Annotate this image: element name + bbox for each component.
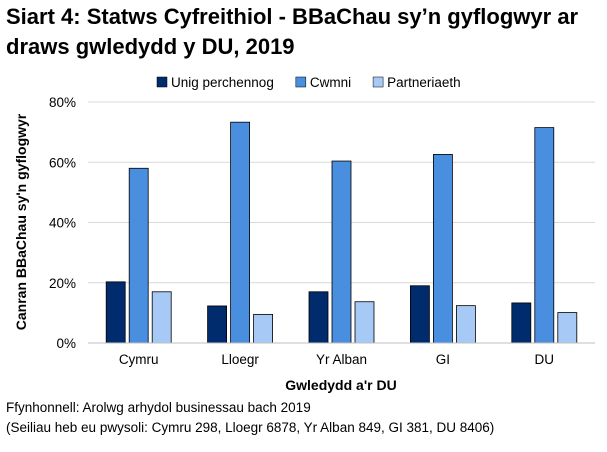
source-line-2: (Seiliau heb eu pwysoli: Cymru 298, Lloe… (6, 420, 495, 435)
legend-label-partneriaeth: Partneriaeth (387, 75, 461, 90)
bar-cwmni-du (534, 127, 555, 344)
x-tick-label: Yr Alban (316, 352, 367, 367)
y-tick-label: 80% (49, 95, 76, 110)
bar-cwmni-lloegr (230, 121, 251, 344)
y-axis-label: Canran BBaChau sy'n gyflogwyr (13, 113, 29, 330)
source-line-1: Ffynhonnell: Arolwg arhydol businessau b… (6, 400, 311, 415)
bars (105, 121, 578, 344)
y-tick-label: 0% (56, 336, 76, 351)
bar-partneriaeth-cymru (151, 291, 172, 344)
x-tick-label: GI (436, 352, 450, 367)
bar-unig-perchennog-du (511, 302, 532, 344)
bar-cwmni-gi (432, 154, 453, 344)
bar-partneriaeth-du (557, 312, 578, 344)
bar-cwmni-cymru (128, 167, 149, 344)
x-axis-label: Gwledydd a'r DU (285, 377, 396, 393)
bar-unig-perchennog-lloegr (207, 305, 228, 344)
y-tick-label: 60% (49, 155, 76, 170)
legend-label-cwmni: Cwmni (310, 75, 351, 90)
bar-unig-perchennog-gi (409, 285, 430, 344)
legend-swatch-partneriaeth (372, 76, 384, 88)
bar-partneriaeth-gi (455, 305, 476, 344)
bar-chart: Unig perchennog Cwmni Partneriaeth 0% 20% 40… (13, 75, 595, 393)
bar-unig-perchennog-cymru (105, 281, 126, 344)
tick-labels: 0% 20% 40% 60% 80% Cymru Lloegr Yr Alban GI DU (49, 95, 554, 367)
x-tick-label: Cymru (119, 352, 159, 367)
legend-label-unig-perchennog: Unig perchennog (171, 75, 274, 90)
y-tick-label: 20% (49, 276, 76, 291)
bar-cwmni-yr-alban (331, 160, 352, 344)
legend-swatch-unig-perchennog (156, 76, 168, 88)
bar-partneriaeth-lloegr (253, 313, 274, 344)
y-tick-label: 40% (49, 216, 76, 231)
bar-partneriaeth-yr-alban (354, 301, 375, 344)
source-note: Ffynhonnell: Arolwg arhydol businessau b… (6, 398, 494, 438)
legend-swatch-cwmni (295, 76, 307, 88)
x-tick-label: Lloegr (221, 352, 259, 367)
bar-unig-perchennog-yr-alban (308, 291, 329, 344)
x-tick-label: DU (535, 352, 555, 367)
chart-title: Siart 4: Statws Cyfreithiol - BBaChau sy… (6, 4, 579, 59)
chart-legend: Unig perchennog Cwmni Partneriaeth (156, 75, 461, 90)
